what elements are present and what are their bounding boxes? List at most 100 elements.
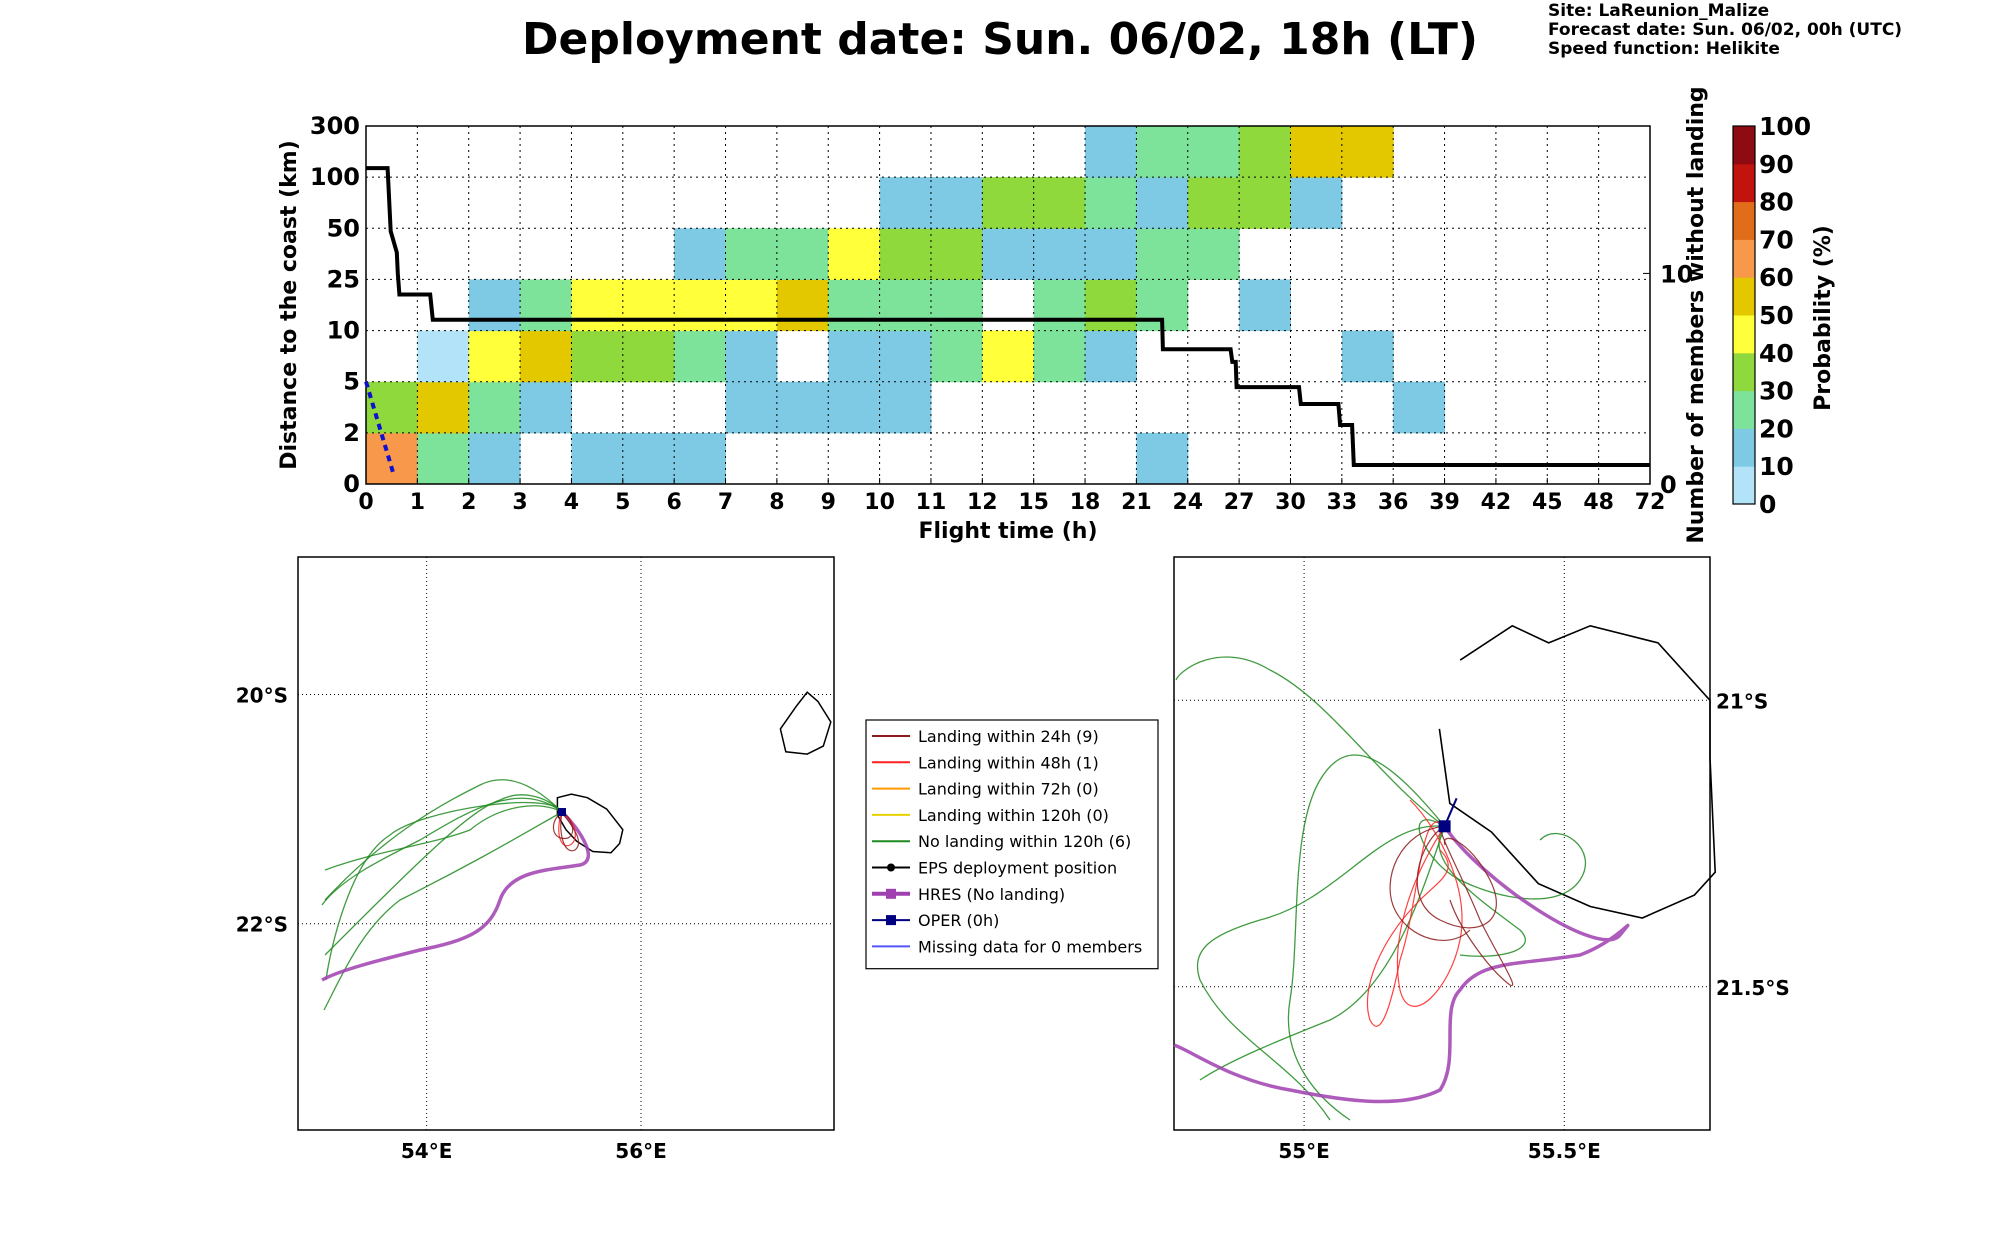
x-tick-label: 33 xyxy=(1327,490,1358,515)
y-tick-label: 5 xyxy=(343,368,360,396)
x-tick-label: 7 xyxy=(718,490,733,515)
heatmap-cell xyxy=(417,381,470,434)
x-tick-label: 5 xyxy=(615,490,630,515)
trajectory-line xyxy=(321,797,563,906)
x-tick-label: 48 xyxy=(1583,490,1614,515)
heatmap-cell xyxy=(520,381,572,434)
heatmap-cell xyxy=(828,228,881,280)
lat-label: 21°S xyxy=(1716,689,1768,713)
heatmap-cell xyxy=(879,228,932,280)
y-tick-label: 10 xyxy=(327,317,360,345)
trajectory-line xyxy=(325,801,563,981)
heatmap-cell xyxy=(674,330,727,383)
trajectory-line xyxy=(1173,825,1630,1104)
trajectory-line xyxy=(1389,825,1471,941)
heatmap-cell xyxy=(1187,177,1240,229)
trajectory-line xyxy=(321,810,591,982)
colorbar-tick-label: 30 xyxy=(1759,377,1794,406)
colorbar-tick-label: 0 xyxy=(1759,490,1776,519)
trajectory-line xyxy=(1416,825,1497,929)
x-tick-label: 24 xyxy=(1172,490,1203,515)
y-tick-label: 25 xyxy=(327,265,360,293)
y2-axis-label: Number of members without landing xyxy=(1684,86,1709,543)
map-frame xyxy=(297,556,835,1131)
heatmap-cell xyxy=(1033,330,1086,383)
heatmap-cell xyxy=(828,381,881,434)
heatmap-cell xyxy=(1290,177,1343,229)
x-tick-label: 15 xyxy=(1018,490,1049,515)
colorbar-segment xyxy=(1733,315,1755,354)
heatmap-cell xyxy=(982,228,1035,280)
colorbar-segment xyxy=(1733,239,1755,278)
heatmap-cell xyxy=(468,279,521,332)
colorbar-segment xyxy=(1733,428,1755,467)
heatmap-cell xyxy=(725,279,778,332)
trajectory-line xyxy=(1287,754,1446,1121)
legend-box xyxy=(865,719,1159,970)
trajectory-line xyxy=(1366,821,1449,1027)
heatmap-cell xyxy=(776,381,829,434)
heatmap-cell xyxy=(674,228,727,280)
lon-label: 55.5°E xyxy=(1528,1139,1601,1163)
island-outline xyxy=(1438,624,1717,919)
colorbar-tick-label: 20 xyxy=(1759,414,1794,443)
oper-distance-line xyxy=(364,381,397,477)
colorbar-frame xyxy=(1732,125,1756,505)
trajectory-line xyxy=(1175,656,1445,827)
heatmap-cell xyxy=(622,279,675,332)
colorbar-tick-label: 100 xyxy=(1759,112,1811,141)
colorbar-tick-label: 80 xyxy=(1759,188,1794,217)
x-tick-label: 11 xyxy=(916,490,947,515)
legend-label: No landing within 120h (6) xyxy=(918,832,1131,851)
colorbar-tick-label: 50 xyxy=(1759,301,1794,330)
heatmap-cell xyxy=(417,330,470,383)
heatmap-cell xyxy=(930,279,983,332)
heatmap-cell xyxy=(725,381,778,434)
heatmap-cell xyxy=(1085,126,1137,178)
legend-marker xyxy=(886,915,896,926)
heatmap-cell xyxy=(1290,126,1343,178)
colorbar-segment xyxy=(1733,390,1755,429)
x-tick-label: 36 xyxy=(1378,490,1409,515)
y2-tick-label: 0 xyxy=(1660,471,1677,499)
heatmap-cell xyxy=(674,432,727,485)
colorbar-segment xyxy=(1733,352,1755,392)
x-axis-label: Flight time (h) xyxy=(918,519,1097,544)
colorbar-segment xyxy=(1733,466,1755,505)
heatmap-cell xyxy=(520,330,572,383)
heatmap-cell xyxy=(1341,330,1394,383)
legend-label: Landing within 120h (0) xyxy=(918,806,1109,825)
legend-label: Landing within 24h (9) xyxy=(918,727,1099,746)
heatmap-cell xyxy=(468,432,521,485)
trajectory-line xyxy=(1199,826,1446,1081)
heatmap-cell xyxy=(1033,228,1086,280)
trajectory-line xyxy=(1438,825,1526,957)
trajectory-line xyxy=(1196,825,1445,1121)
y-tick-label: 0 xyxy=(343,470,360,498)
lon-label: 55°E xyxy=(1278,1139,1330,1163)
trajectory-line xyxy=(1440,825,1514,987)
members-without-landing-line xyxy=(366,166,1650,467)
heatmap-cell xyxy=(468,330,521,383)
x-tick-label: 4 xyxy=(564,490,579,515)
trajectory-line xyxy=(560,811,580,852)
island-outline xyxy=(779,691,832,755)
heatmap-cell xyxy=(1136,126,1189,178)
colorbar-tick-label: 40 xyxy=(1759,339,1794,368)
legend-marker xyxy=(886,888,896,899)
x-tick-label: 2 xyxy=(461,490,476,515)
heatmap-cell xyxy=(1136,177,1189,229)
heatmap-cell xyxy=(571,432,624,485)
heatmap-cell xyxy=(417,432,470,485)
heatmap-cell xyxy=(828,279,881,332)
colorbar-segment xyxy=(1733,201,1755,240)
heatmap-cell xyxy=(520,279,572,332)
x-tick-label: 21 xyxy=(1121,490,1152,515)
x-tick-label: 18 xyxy=(1070,490,1101,515)
legend-label: OPER (0h) xyxy=(918,911,999,930)
legend-label: Landing within 48h (1) xyxy=(918,753,1099,772)
heatmap-cell xyxy=(1239,177,1291,229)
heatmap-cell xyxy=(1239,279,1291,332)
heatmap-cell xyxy=(930,330,983,383)
y-tick-label: 100 xyxy=(310,163,360,191)
